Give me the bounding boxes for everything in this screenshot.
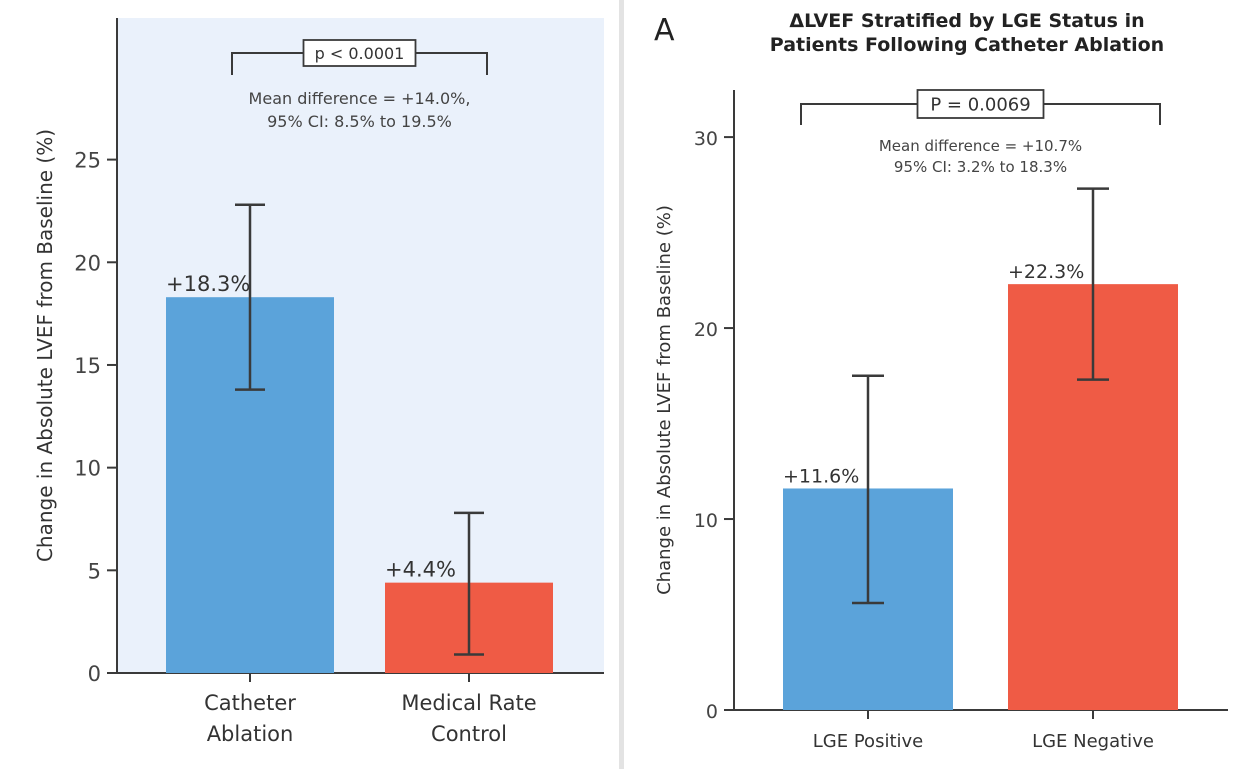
p-value-label: p < 0.0001 (315, 44, 405, 63)
y-tick-label: 10 (74, 457, 101, 481)
x-category-label: Control (431, 722, 507, 746)
chart-title-line: ΔLVEF Stratified by LGE Status in (789, 10, 1144, 32)
y-tick-label: 0 (88, 662, 101, 686)
significance-bracket (231, 52, 488, 75)
y-tick-label: 20 (74, 251, 101, 275)
y-tick-label: 20 (694, 319, 718, 341)
right-chart-svg: A ΔLVEF Stratified by LGE Status inPatien… (654, 10, 1228, 752)
p-value-label: P = 0.0069 (930, 94, 1030, 115)
significance-bracket (800, 103, 1161, 125)
y-tick-label: 25 (74, 149, 101, 173)
x-category-label: LGE Positive (813, 731, 923, 752)
y-axis-label: Change in Absolute LVEF from Baseline (%… (33, 129, 57, 562)
y-tick-label: 5 (88, 559, 101, 583)
y-axis-label: Change in Absolute LVEF from Baseline (%… (654, 205, 675, 595)
y-tick-label: 30 (694, 128, 718, 150)
x-category-label: Medical Rate (401, 691, 536, 715)
left-chart-svg: 0 5 10 15 20 25 Change in Absolute LVEF from B… (33, 18, 604, 746)
mean-difference-note: Mean difference = +10.7% (879, 137, 1082, 155)
mean-difference-note: Mean difference = +14.0%, (249, 89, 471, 108)
p-value-box (916, 89, 1045, 119)
mean-difference-note: 95% CI: 3.2% to 18.3% (894, 158, 1067, 176)
bar-value-label: +11.6% (783, 465, 859, 487)
panel-label: A (654, 13, 675, 48)
chart-title-line: Patients Following Catheter Ablation (770, 34, 1164, 56)
x-category-label: LGE Negative (1032, 731, 1154, 752)
bar-value-label: +18.3% (166, 272, 250, 296)
bar-value-label: +22.3% (1008, 261, 1084, 283)
p-value-box (302, 39, 417, 67)
x-category-label: Catheter (204, 691, 296, 715)
bar-value-label: +4.4% (385, 558, 456, 582)
right-chart-panel: A ΔLVEF Stratified by LGE Status in Patien… (624, 0, 1248, 769)
panel-divider (619, 0, 624, 769)
x-category-label: Ablation (207, 722, 294, 746)
y-tick-label: 0 (706, 701, 718, 723)
y-tick-label: 10 (694, 510, 718, 532)
mean-difference-note: 95% CI: 8.5% to 19.5% (267, 112, 452, 131)
left-chart-panel: 0 5 10 15 20 25 Change in Absolute LVEF from B… (0, 0, 619, 769)
y-tick-label: 15 (74, 354, 101, 378)
